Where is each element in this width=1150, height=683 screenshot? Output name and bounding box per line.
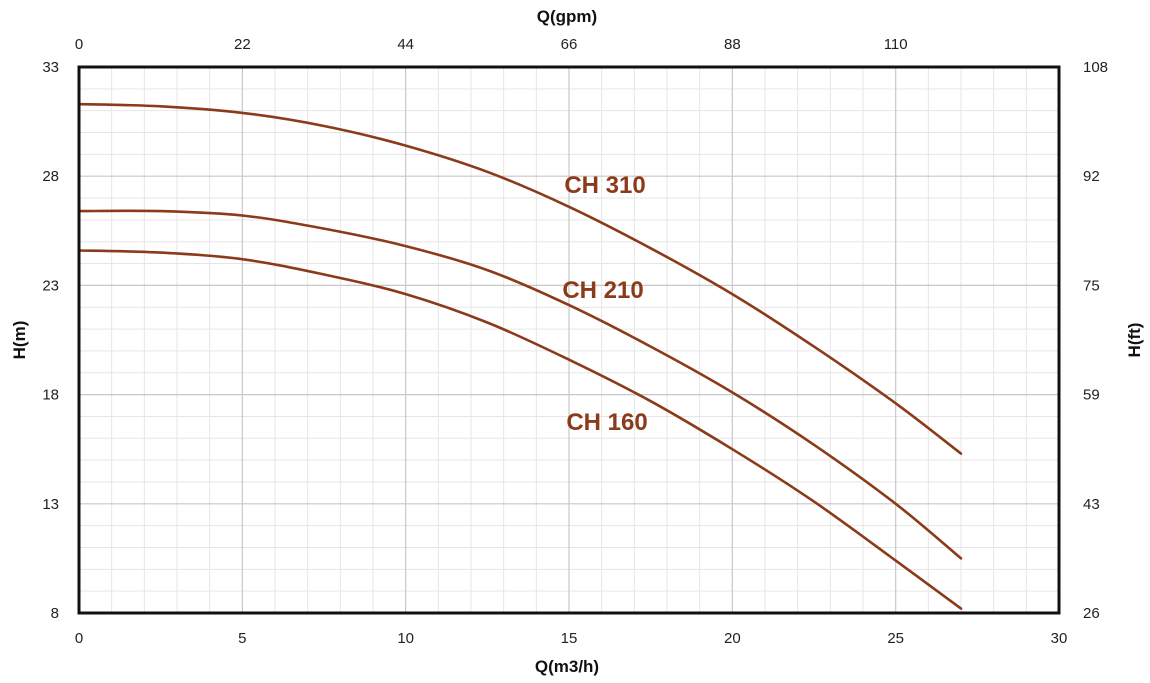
x2-tick-label: 88 <box>724 36 741 53</box>
y2-tick-label: 59 <box>1083 387 1100 404</box>
curve-label-ch-210: CH 210 <box>562 277 643 304</box>
y2-tick-label: 92 <box>1083 168 1100 185</box>
x2-tick-label: 66 <box>561 36 578 53</box>
x2-tick-label: 0 <box>75 36 83 53</box>
x-tick-label: 30 <box>1051 630 1068 647</box>
y2-tick-label: 43 <box>1083 496 1100 513</box>
y-tick-label: 8 <box>51 605 59 622</box>
y-tick-label: 33 <box>42 59 59 76</box>
x-tick-label: 20 <box>724 630 741 647</box>
x2-axis-title: Q(gpm) <box>537 7 597 26</box>
y-tick-label: 13 <box>42 496 59 513</box>
x2-tick-label: 44 <box>397 36 414 53</box>
curve-ch-160 <box>77 249 963 610</box>
x2-tick-label: 110 <box>884 36 908 53</box>
y-axis-title: H(m) <box>10 321 29 360</box>
major-grid <box>79 67 1059 613</box>
x-tick-label: 15 <box>561 630 578 647</box>
x2-tick-label: 22 <box>234 36 251 53</box>
curve-ch-310 <box>77 102 963 455</box>
curve-ch-210 <box>77 209 963 560</box>
plot-frame <box>77 65 1061 615</box>
x-tick-label: 25 <box>887 630 904 647</box>
x-tick-label: 10 <box>397 630 414 647</box>
y-tick-label: 23 <box>42 277 59 294</box>
curves <box>77 102 963 610</box>
y2-tick-label: 26 <box>1083 605 1100 622</box>
y2-tick-label: 75 <box>1083 277 1100 294</box>
y2-axis-title: H(ft) <box>1125 323 1144 358</box>
y2-tick-label: 108 <box>1083 59 1108 76</box>
curve-label-ch-160: CH 160 <box>566 409 647 436</box>
y-tick-label: 28 <box>42 168 59 185</box>
curve-label-ch-310: CH 310 <box>564 172 645 199</box>
y-tick-label: 18 <box>42 387 59 404</box>
x-tick-label: 0 <box>75 630 83 647</box>
x-axis-title: Q(m3/h) <box>535 657 599 676</box>
tick-labels: 0 5 10 15 20 25 30 0 22 44 66 88 110 8 13 18 23 28 33 26 43 5… <box>42 36 1108 647</box>
curve-labels: CH 310 CH 210 CH 160 <box>562 172 647 436</box>
x-tick-label: 5 <box>238 630 246 647</box>
